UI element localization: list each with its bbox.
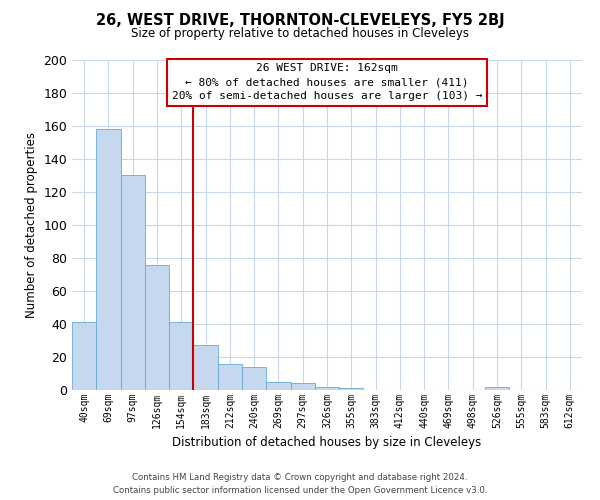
Text: 26, WEST DRIVE, THORNTON-CLEVELEYS, FY5 2BJ: 26, WEST DRIVE, THORNTON-CLEVELEYS, FY5 … (95, 12, 505, 28)
Bar (121, 176, 145, 390)
Bar (242, 367, 266, 390)
Bar (96, 130, 121, 390)
Bar (193, 346, 218, 390)
Bar (72, 322, 96, 390)
Y-axis label: Number of detached properties: Number of detached properties (25, 132, 38, 318)
Bar (339, 388, 364, 390)
Bar (145, 264, 169, 390)
X-axis label: Distribution of detached houses by size in Cleveleys: Distribution of detached houses by size … (172, 436, 482, 450)
Text: Contains HM Land Registry data © Crown copyright and database right 2024.
Contai: Contains HM Land Registry data © Crown c… (113, 474, 487, 495)
Bar (315, 386, 339, 390)
Bar (290, 384, 315, 390)
Text: Size of property relative to detached houses in Cleveleys: Size of property relative to detached ho… (131, 28, 469, 40)
Bar (169, 322, 193, 390)
Bar (218, 364, 242, 390)
Bar (266, 382, 290, 390)
Text: 26 WEST DRIVE: 162sqm
← 80% of detached houses are smaller (411)
20% of semi-det: 26 WEST DRIVE: 162sqm ← 80% of detached … (172, 64, 482, 102)
Bar (485, 386, 509, 390)
